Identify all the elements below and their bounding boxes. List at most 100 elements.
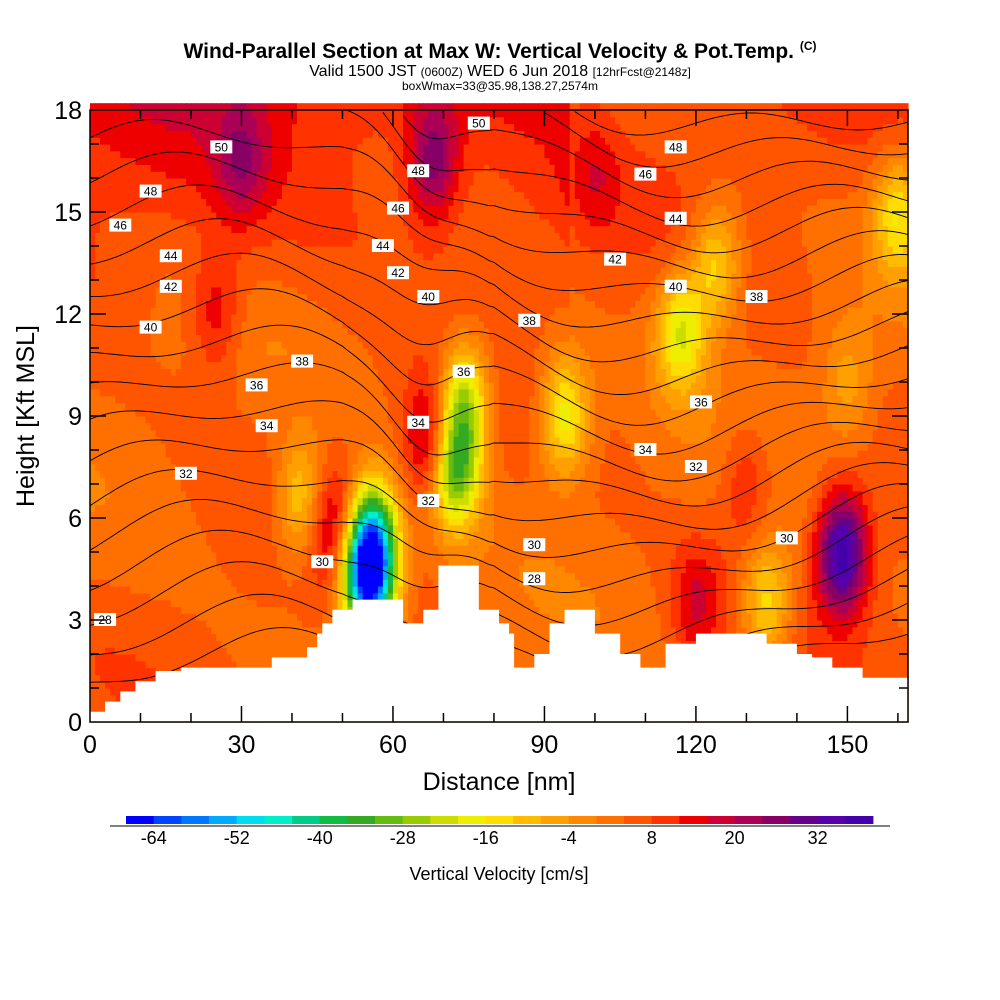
velocity-cell [276,450,283,458]
velocity-cell [221,586,227,594]
velocity-cell [251,368,258,376]
velocity-cell [241,626,248,635]
velocity-cell [120,314,126,322]
velocity-cell [95,137,101,145]
velocity-cell [150,572,157,580]
velocity-cell [160,327,167,335]
velocity-cell [271,178,278,186]
velocity-cell [231,470,238,478]
velocity-cell [312,191,318,199]
velocity-cell [120,116,126,125]
velocity-cell [145,164,152,172]
velocity-cell [236,518,243,526]
velocity-cell [196,239,202,247]
velocity-cell [105,382,111,390]
velocity-cell [271,307,278,315]
velocity-cell [291,171,298,179]
velocity-cell [165,320,172,329]
velocity-cell [246,320,253,329]
velocity-cell [332,266,339,274]
velocity-cell [130,565,137,573]
velocity-cell [145,157,152,165]
velocity-cell [160,361,167,369]
velocity-cell [357,116,364,125]
velocity-cell [170,470,177,478]
velocity-cell [317,178,323,186]
velocity-cell [276,613,283,621]
velocity-cell [307,103,313,111]
velocity-cell [155,164,162,172]
velocity-cell [236,116,243,125]
velocity-cell [312,463,318,471]
velocity-cell [201,368,207,376]
velocity-cell [276,150,283,159]
velocity-cell [317,164,323,172]
velocity-cell [216,416,222,424]
velocity-cell [221,348,227,356]
velocity-cell [140,484,147,492]
velocity-cell [347,286,354,295]
velocity-cell [337,144,344,152]
velocity-cell [291,286,298,295]
velocity-cell [100,606,106,614]
velocity-cell [125,327,131,335]
velocity-cell [362,280,369,288]
velocity-cell [342,184,349,193]
velocity-cell [281,558,288,567]
velocity-cell [266,395,273,403]
velocity-cell [160,239,167,247]
velocity-cell [226,572,232,580]
velocity-cell [170,409,177,417]
velocity-cell [110,538,116,546]
velocity-cell [312,171,318,179]
velocity-cell [130,388,137,397]
velocity-cell [327,545,333,553]
velocity-cell [317,361,323,369]
velocity-cell [226,579,232,587]
velocity-cell [241,416,248,424]
velocity-cell [352,259,359,267]
velocity-cell [291,647,298,655]
velocity-cell [261,436,268,444]
velocity-cell [261,558,268,567]
velocity-cell [145,667,152,675]
velocity-cell [302,538,308,546]
velocity-cell [190,266,197,274]
velocity-cell [286,266,293,274]
velocity-cell [286,463,293,471]
velocity-cell [115,436,121,444]
velocity-cell [251,633,258,641]
velocity-cell [332,150,339,159]
velocity-cell [206,504,212,512]
velocity-cell [256,205,263,213]
velocity-cell [226,422,232,431]
velocity-cell [226,178,232,186]
velocity-cell [342,157,349,165]
velocity-cell [90,409,96,417]
velocity-cell [317,354,323,363]
velocity-cell [362,497,369,505]
velocity-cell [236,620,243,628]
velocity-cell [266,334,273,342]
velocity-cell [246,429,253,437]
velocity-cell [110,579,116,587]
velocity-cell [170,232,177,240]
velocity-cell [201,409,207,417]
velocity-cell [347,334,354,342]
velocity-cell [90,558,96,567]
velocity-cell [236,456,243,465]
velocity-cell [160,178,167,186]
velocity-cell [332,280,339,288]
velocity-cell [246,402,253,410]
velocity-cell [357,422,364,431]
velocity-cell [312,599,318,607]
velocity-cell [211,259,217,267]
velocity-cell [160,184,167,193]
velocity-cell [241,586,248,594]
velocity-cell [190,477,197,485]
velocity-cell [327,409,333,417]
velocity-cell [196,633,202,641]
velocity-cell [312,286,318,295]
velocity-cell [190,314,197,322]
velocity-cell [327,239,333,247]
